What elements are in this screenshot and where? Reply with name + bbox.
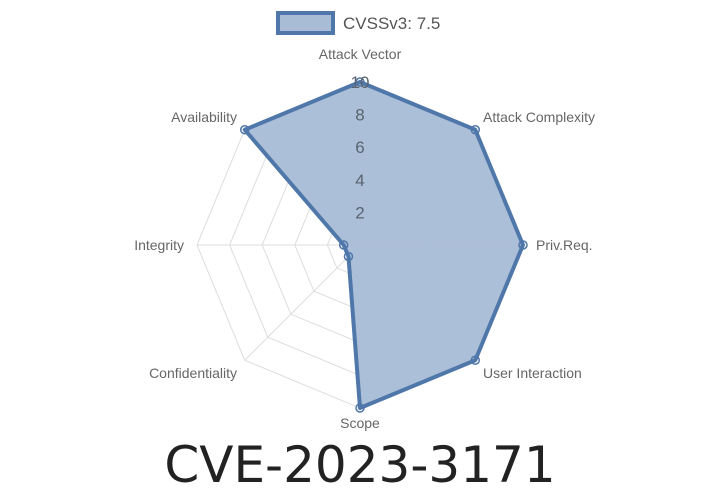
data-point xyxy=(355,77,365,87)
tick-label: 4 xyxy=(355,171,364,190)
data-point xyxy=(470,124,481,135)
axis-label: Attack Vector xyxy=(319,46,402,62)
legend-label: CVSSv3: 7.5 xyxy=(343,14,440,33)
grid-spoke xyxy=(244,244,361,361)
data-point xyxy=(470,355,481,366)
tick-label: 10 xyxy=(351,73,370,92)
tick-label: 2 xyxy=(355,203,364,222)
data-point xyxy=(239,124,250,135)
tick-label: 8 xyxy=(355,106,364,125)
axis-label: User Interaction xyxy=(483,365,582,381)
axis-label: Confidentiality xyxy=(149,365,237,381)
axis-label: Availability xyxy=(171,109,237,125)
axis-label: Attack Complexity xyxy=(483,109,595,125)
chart-title: CVE-2023-3171 xyxy=(164,436,556,494)
tick-label: 6 xyxy=(355,138,364,157)
legend-swatch xyxy=(276,11,335,35)
data-point xyxy=(518,240,528,250)
data-point xyxy=(355,403,365,413)
axis-label: Scope xyxy=(340,415,380,431)
data-point xyxy=(338,240,349,250)
axis-label: Priv.Req. xyxy=(536,237,593,253)
data-point xyxy=(343,251,354,262)
axis-label: Integrity xyxy=(134,237,184,253)
data-area xyxy=(242,80,525,410)
